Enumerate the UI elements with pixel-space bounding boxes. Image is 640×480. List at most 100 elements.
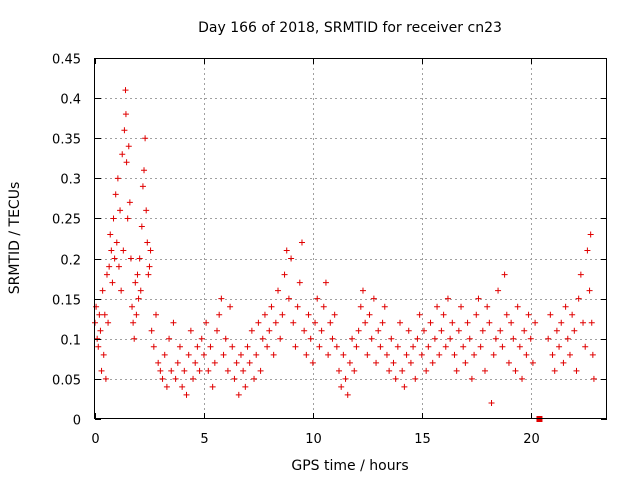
data-point	[547, 311, 554, 318]
data-point	[473, 311, 480, 318]
data-point	[556, 343, 563, 350]
data-point	[564, 335, 571, 342]
data-point	[301, 327, 308, 334]
data-point	[147, 247, 154, 254]
data-point	[141, 167, 148, 174]
data-point	[325, 351, 332, 358]
data-point	[423, 367, 430, 374]
data-point	[549, 351, 556, 358]
data-point	[397, 319, 404, 326]
y-axis-label: SRMTID / TECUs	[7, 182, 23, 295]
data-point	[584, 247, 591, 254]
data-point	[264, 343, 271, 350]
data-point	[248, 327, 255, 334]
data-point	[525, 311, 532, 318]
data-point	[442, 343, 449, 350]
data-point	[200, 351, 207, 358]
data-point	[114, 175, 121, 182]
data-point	[105, 319, 112, 326]
data-point	[198, 335, 205, 342]
data-point	[440, 311, 447, 318]
data-point	[176, 343, 183, 350]
data-point	[588, 319, 595, 326]
data-point	[392, 375, 399, 382]
data-point	[545, 335, 552, 342]
data-point	[272, 319, 279, 326]
data-point	[492, 335, 499, 342]
data-point	[187, 327, 194, 334]
data-point	[582, 343, 589, 350]
data-point	[255, 319, 262, 326]
data-point	[481, 367, 488, 374]
data-point	[373, 359, 380, 366]
data-point	[119, 151, 126, 158]
data-point	[137, 287, 144, 294]
x-tick-label: 15	[414, 432, 431, 447]
data-point	[460, 343, 467, 350]
data-point	[418, 351, 425, 358]
data-point	[349, 335, 356, 342]
data-point	[143, 207, 150, 214]
data-point	[242, 383, 249, 390]
data-point	[107, 231, 114, 238]
data-point	[379, 319, 386, 326]
data-point	[388, 335, 395, 342]
data-point	[138, 223, 145, 230]
grid-lines	[95, 58, 607, 419]
data-point	[327, 319, 334, 326]
data-point	[285, 295, 292, 302]
data-point	[523, 351, 530, 358]
data-point	[275, 287, 282, 294]
data-point	[390, 359, 397, 366]
data-point	[174, 359, 181, 366]
data-point	[370, 295, 377, 302]
data-point	[153, 311, 160, 318]
data-point	[355, 327, 362, 334]
data-point	[312, 319, 319, 326]
data-point	[580, 319, 587, 326]
y-tick-label: 0.05	[52, 374, 81, 389]
data-point	[123, 159, 130, 166]
chart-title: Day 166 of 2018, SRMTID for receiver cn2…	[198, 20, 502, 36]
data-point	[318, 327, 325, 334]
data-point	[516, 343, 523, 350]
data-point	[412, 375, 419, 382]
data-point	[233, 359, 240, 366]
data-point	[416, 311, 423, 318]
data-point	[414, 335, 421, 342]
data-point	[362, 319, 369, 326]
data-point	[126, 199, 133, 206]
data-point	[455, 327, 462, 334]
data-point	[118, 287, 125, 294]
data-point	[434, 303, 441, 310]
data-point	[344, 391, 351, 398]
data-point	[216, 311, 223, 318]
data-point	[122, 111, 129, 118]
data-point	[292, 343, 299, 350]
data-point	[298, 239, 305, 246]
data-point	[111, 255, 118, 262]
data-point	[553, 327, 560, 334]
data-point	[573, 367, 580, 374]
data-point	[96, 311, 103, 318]
data-point	[279, 311, 286, 318]
data-point	[366, 311, 373, 318]
data-point	[590, 375, 597, 382]
data-point	[316, 343, 323, 350]
data-point	[257, 367, 264, 374]
data-point	[259, 335, 266, 342]
data-point	[168, 367, 175, 374]
data-point	[246, 359, 253, 366]
data-point	[192, 359, 199, 366]
data-point	[98, 367, 105, 374]
data-point	[560, 359, 567, 366]
data-point	[449, 319, 456, 326]
data-point	[484, 303, 491, 310]
data-point	[203, 319, 210, 326]
data-point	[124, 215, 131, 222]
data-point	[235, 391, 242, 398]
data-point	[501, 271, 508, 278]
data-point	[237, 351, 244, 358]
y-tick-label: 0.15	[52, 294, 81, 309]
data-point	[466, 335, 473, 342]
